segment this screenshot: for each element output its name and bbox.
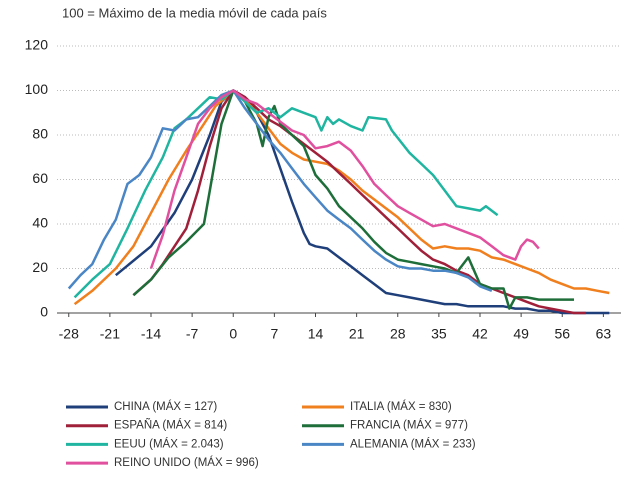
y-tick-label: 100 <box>25 81 49 97</box>
y-tick-label: 40 <box>32 215 48 231</box>
x-tick-label: 49 <box>513 326 529 342</box>
x-tick-label: 21 <box>349 326 365 342</box>
chart-subtitle: 100 = Máximo de la media móvil de cada p… <box>62 5 327 20</box>
series-line <box>73 89 610 306</box>
y-tick-label: 60 <box>32 170 48 186</box>
series-line <box>132 89 574 310</box>
y-tick-label: 120 <box>25 37 49 53</box>
series-line <box>115 89 610 315</box>
y-tick-label: 0 <box>40 304 48 320</box>
x-tick-label: -14 <box>141 326 161 342</box>
legend-label: REINO UNIDO (MÁX = 996) <box>114 456 259 469</box>
x-tick-label: -7 <box>186 326 199 342</box>
legend-label: FRANCIA (MÁX = 977) <box>350 419 468 432</box>
x-tick-label: 14 <box>308 326 324 342</box>
x-tick-label: -21 <box>100 326 120 342</box>
legend-label: ITALIA (MÁX = 830) <box>350 400 452 413</box>
y-tick-label: 80 <box>32 126 48 142</box>
legend-label: ESPAÑA (MÁX = 814) <box>114 419 227 432</box>
x-tick-label: 35 <box>431 326 447 342</box>
x-tick-label: 56 <box>554 326 570 342</box>
y-tick-label: 20 <box>32 259 48 275</box>
x-tick-label: 7 <box>270 326 278 342</box>
legend-label: ALEMANIA (MÁX = 233) <box>350 437 476 450</box>
series-line <box>73 89 499 299</box>
legend-label: EEUU (MÁX = 2.043) <box>114 437 224 450</box>
series-line <box>132 89 586 315</box>
x-tick-label: 63 <box>596 326 612 342</box>
x-tick-label: -28 <box>59 326 79 342</box>
x-tick-label: 28 <box>390 326 406 342</box>
x-tick-label: 42 <box>472 326 488 342</box>
series-line <box>67 89 493 292</box>
legend-label: CHINA (MÁX = 127) <box>114 400 217 413</box>
series-line <box>149 89 540 269</box>
x-tick-label: 0 <box>229 326 237 342</box>
